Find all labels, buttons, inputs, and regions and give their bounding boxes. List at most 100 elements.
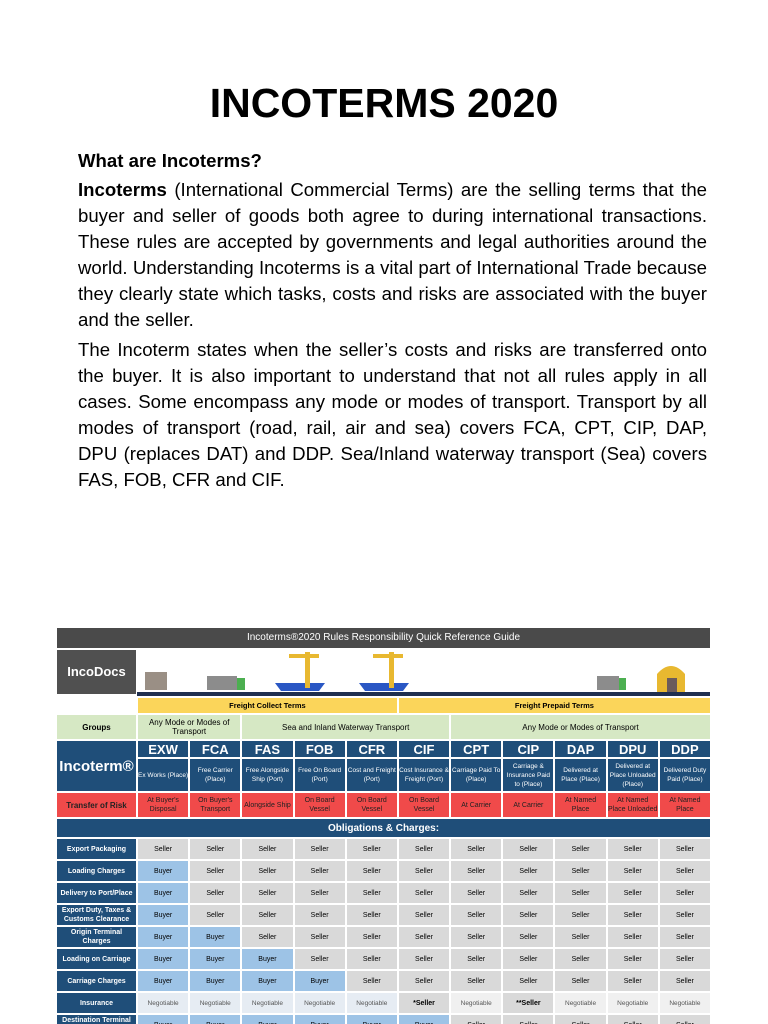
table-cell: Seller: [398, 949, 450, 969]
row-label: Loading Charges: [57, 861, 136, 881]
table-cell: Seller: [659, 971, 710, 991]
table-cell: Negotiable: [451, 993, 502, 1013]
incoterm-code-exw: EXW: [138, 741, 189, 757]
table-cell: Buyer: [138, 971, 189, 991]
table-cell: Seller: [398, 839, 450, 859]
table-cell: *Seller: [398, 993, 450, 1013]
table-cell: Seller: [555, 861, 606, 881]
table-cell: Buyer: [294, 971, 345, 991]
table-cell: Seller: [294, 949, 345, 969]
table-cell: Buyer: [190, 927, 241, 947]
incoterm-description: Delivered at Place (Place): [555, 759, 606, 791]
table-cell: Seller: [555, 839, 606, 859]
table-cell: Seller: [503, 927, 554, 947]
incoterm-description: Cost Insurance & Freight (Port): [398, 759, 450, 791]
table-cell: Buyer: [138, 949, 189, 969]
table-cell: Buyer: [190, 949, 241, 969]
table-cell: Seller: [555, 905, 606, 925]
table-cell: Buyer: [398, 1015, 450, 1024]
table-cell: Seller: [138, 839, 189, 859]
row-label: Destination Terminal Charges: [57, 1015, 136, 1024]
incoterm-code-cif: CIF: [398, 741, 450, 757]
ship-icon: [359, 683, 409, 691]
section-heading: What are Incoterms?: [78, 150, 262, 171]
table-cell: Seller: [190, 905, 241, 925]
incoterm-description: Delivered Duty Paid (Place): [659, 759, 710, 791]
table-cell: Seller: [607, 883, 658, 903]
table-cell: Seller: [294, 861, 345, 881]
table-cell: Seller: [190, 883, 241, 903]
table-cell: Seller: [190, 861, 241, 881]
table-cell: Seller: [451, 861, 502, 881]
table-cell: Seller: [659, 883, 710, 903]
freight-collect-header: Freight Collect Terms: [138, 698, 397, 713]
incoterm-code-dap: DAP: [555, 741, 606, 757]
table-cell: Seller: [346, 861, 397, 881]
table-cell: Seller: [346, 839, 397, 859]
table-cell: Seller: [607, 971, 658, 991]
incoterms-reference-table: Incoterms®2020 Rules Responsibility Quic…: [57, 628, 710, 1024]
table-cell: Seller: [346, 949, 397, 969]
table-cell: Seller: [503, 949, 554, 969]
table-cell: Seller: [346, 927, 397, 947]
paragraph-1-text: (International Commercial Terms) are the…: [78, 179, 707, 330]
table-cell: Seller: [242, 905, 293, 925]
risk-cell: At Named Place Unloaded: [607, 793, 658, 817]
table-cell: Buyer: [138, 905, 189, 925]
risk-cell: At Named Place: [555, 793, 606, 817]
table-cell: Seller: [659, 1015, 710, 1024]
table-cell: Seller: [294, 883, 345, 903]
group-sea: Sea and Inland Waterway Transport: [242, 715, 450, 739]
table-cell: Seller: [451, 1015, 502, 1024]
table-cell: Negotiable: [138, 993, 189, 1013]
row-label: Insurance: [57, 993, 136, 1013]
crane-icon: [305, 652, 310, 688]
table-cell: Negotiable: [659, 993, 710, 1013]
row-label: Loading on Carriage: [57, 949, 136, 969]
table-cell: Seller: [503, 883, 554, 903]
table-cell: Seller: [607, 905, 658, 925]
table-cell: Seller: [294, 839, 345, 859]
table-cell: Seller: [398, 905, 450, 925]
incoterm-label: Incoterm®: [57, 741, 136, 791]
table-cell: **Seller: [503, 993, 554, 1013]
risk-cell: On Board Vessel: [294, 793, 345, 817]
table-cell: Buyer: [138, 1015, 189, 1024]
incoterm-description: Carriage & Insurance Paid to (Place): [503, 759, 554, 791]
row-label: Origin Terminal Charges: [57, 927, 136, 947]
table-cell: Buyer: [138, 861, 189, 881]
table-cell: Seller: [607, 927, 658, 947]
table-cell: Negotiable: [294, 993, 345, 1013]
incoterm-description: Carriage Paid To (Place): [451, 759, 502, 791]
table-cell: Seller: [451, 905, 502, 925]
table-cell: Seller: [242, 927, 293, 947]
incoterm-code-cpt: CPT: [451, 741, 502, 757]
table-cell: Seller: [451, 949, 502, 969]
group-any-mode-2: Any Mode or Modes of Transport: [451, 715, 710, 739]
incoterm-description: Cost and Freight (Port): [346, 759, 397, 791]
body-text: What are Incoterms? Incoterms (Internati…: [78, 148, 707, 497]
table-cell: Buyer: [242, 971, 293, 991]
groups-label: Groups: [57, 715, 136, 739]
guide-title: Incoterms®2020 Rules Responsibility Quic…: [57, 628, 710, 648]
ship-icon: [275, 683, 325, 691]
table-cell: Seller: [555, 949, 606, 969]
truck-icon: [597, 676, 619, 690]
table-cell: Buyer: [138, 927, 189, 947]
risk-cell: On Board Vessel: [346, 793, 397, 817]
table-cell: Seller: [242, 839, 293, 859]
table-cell: Seller: [555, 971, 606, 991]
table-cell: Seller: [398, 883, 450, 903]
table-cell: Seller: [503, 839, 554, 859]
risk-cell: At Carrier: [451, 793, 502, 817]
table-cell: Negotiable: [607, 993, 658, 1013]
group-any-mode-1: Any Mode or Modes of Transport: [138, 715, 241, 739]
transport-illustration: IncoDocs: [57, 650, 710, 696]
row-label: Delivery to Port/Place: [57, 883, 136, 903]
table-cell: Seller: [659, 839, 710, 859]
incoterm-code-cip: CIP: [503, 741, 554, 757]
table-cell: Seller: [659, 927, 710, 947]
table-cell: Seller: [607, 861, 658, 881]
incoterm-code-fas: FAS: [242, 741, 293, 757]
